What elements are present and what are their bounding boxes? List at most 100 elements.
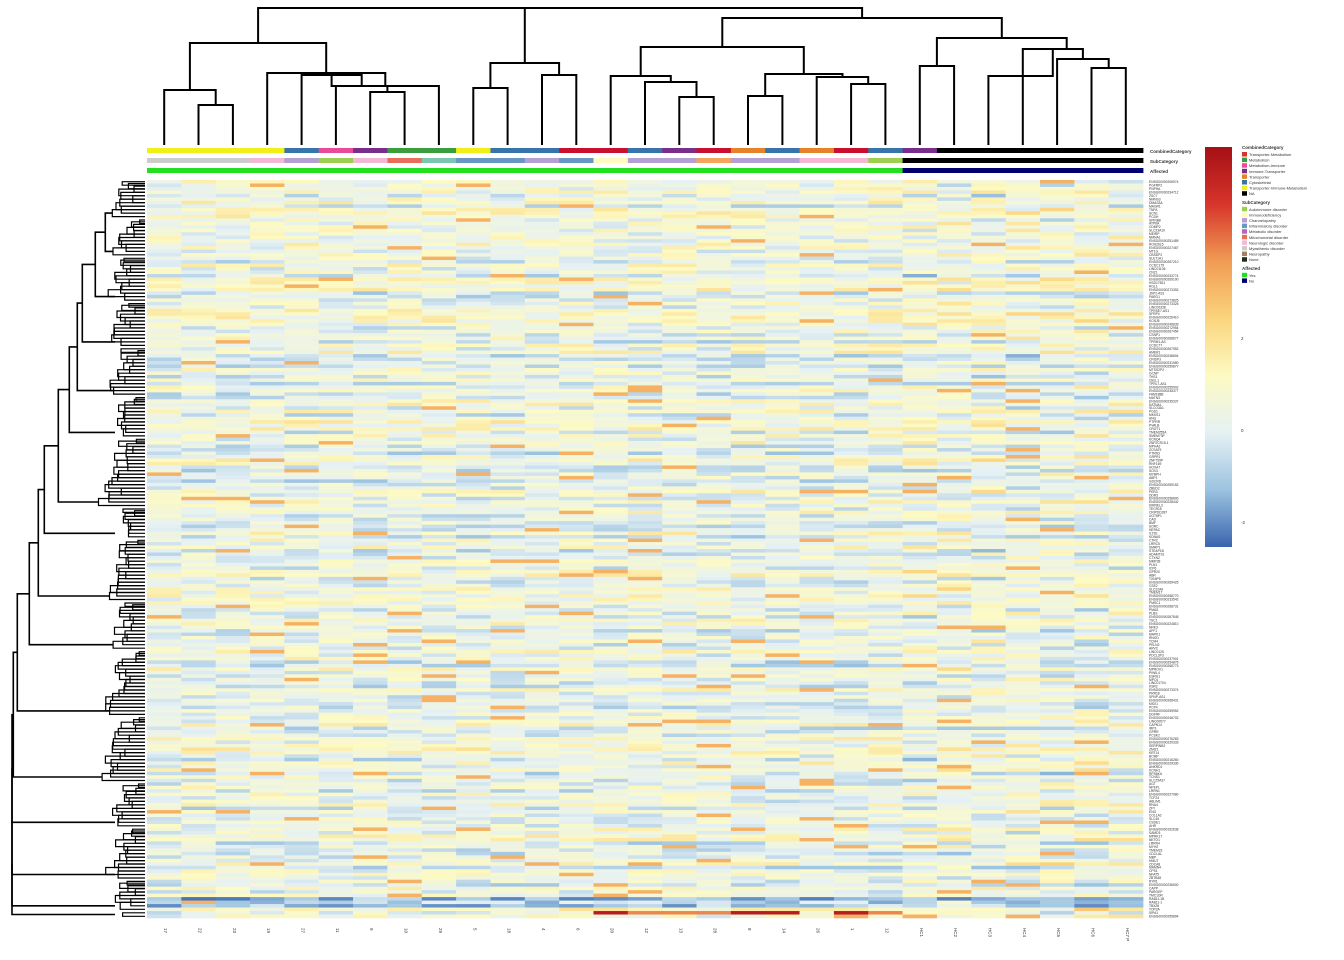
heatmap-cell: [284, 542, 320, 546]
heatmap-cell: [353, 225, 388, 230]
heatmap-cell: [833, 322, 869, 327]
heatmap-cell: [421, 260, 457, 264]
heatmap-cell: [318, 350, 354, 355]
heatmap-cell: [696, 357, 732, 362]
heatmap-cell: [215, 545, 251, 550]
heatmap-cell: [284, 284, 320, 289]
heatmap-cell: [284, 371, 320, 376]
heatmap-cell: [627, 207, 663, 212]
heatmap-cell: [1074, 507, 1110, 512]
heatmap-cell: [833, 493, 869, 498]
heatmap-cell: [833, 653, 869, 658]
heatmap-cell: [456, 420, 491, 424]
heatmap-cell: [936, 472, 972, 477]
heatmap-cell: [387, 587, 423, 592]
heatmap-cell: [490, 486, 526, 491]
heatmap-cell: [971, 465, 1007, 470]
heatmap-cell: [868, 183, 903, 188]
heatmap-cell: [627, 465, 663, 470]
heatmap-cell: [387, 381, 423, 386]
heatmap-cell: [971, 315, 1007, 320]
heatmap-cell: [559, 507, 594, 512]
heatmap-cell: [353, 361, 388, 365]
heatmap-cell: [662, 639, 697, 644]
heatmap-cell: [799, 357, 835, 362]
heatmap-cell: [868, 409, 903, 414]
heatmap-cell: [799, 461, 835, 466]
heatmap-cell: [147, 569, 182, 574]
heatmap-cell: [215, 709, 251, 713]
annotation-cell: [765, 158, 800, 163]
heatmap-cell: [284, 496, 320, 501]
heatmap-cell: [284, 611, 320, 616]
heatmap-cell: [765, 632, 800, 637]
heatmap-cell: [696, 388, 732, 393]
heatmap-cell: [353, 336, 388, 341]
heatmap-cell: [1039, 385, 1075, 390]
heatmap-cell: [696, 489, 732, 494]
heatmap-cell: [250, 378, 285, 383]
heatmap-cell: [250, 517, 285, 522]
heatmap-cell: [559, 604, 594, 609]
dendrogram-branch: [107, 289, 145, 298]
heatmap-cell: [1005, 402, 1041, 407]
heatmap-cell: [353, 305, 388, 310]
heatmap-cell: [421, 434, 457, 438]
heatmap-cell: [215, 260, 251, 264]
heatmap-cell: [181, 361, 217, 365]
heatmap-cell: [902, 646, 938, 651]
heatmap-cell: [902, 618, 938, 623]
heatmap-cell: [421, 298, 457, 303]
heatmap-cell: [936, 420, 972, 424]
heatmap-cell: [181, 221, 217, 226]
heatmap-cell: [524, 475, 560, 480]
heatmap-cell: [421, 594, 457, 599]
heatmap-cell: [456, 280, 491, 285]
heatmap-cell: [490, 653, 526, 658]
heatmap-cell: [147, 538, 182, 543]
heatmap-cell: [524, 294, 560, 299]
heatmap-cell: [318, 291, 354, 296]
heatmap-cell: [902, 280, 938, 285]
heatmap-cell: [215, 190, 251, 195]
heatmap-cell: [559, 500, 594, 505]
heatmap-cell: [799, 263, 835, 268]
heatmap-cell: [833, 587, 869, 592]
heatmap-cell: [1039, 364, 1075, 369]
heatmap-cell: [318, 636, 354, 640]
heatmap-cell: [868, 267, 903, 271]
heatmap-cell: [627, 253, 663, 257]
heatmap-cell: [181, 333, 217, 337]
heatmap-cell: [662, 444, 697, 449]
heatmap-cell: [215, 232, 251, 236]
heatmap-cell: [490, 632, 526, 637]
heatmap-cell: [971, 434, 1007, 438]
heatmap-cell: [593, 298, 629, 303]
dendrogram-branch: [117, 870, 145, 879]
heatmap-cell: [1039, 562, 1075, 567]
heatmap-cell: [868, 528, 903, 532]
heatmap-cell: [696, 496, 732, 501]
heatmap-cell: [456, 186, 491, 191]
heatmap-cell: [730, 521, 766, 525]
heatmap-cell: [1074, 667, 1110, 672]
heatmap-cell: [833, 312, 869, 317]
heatmap-cell: [936, 361, 972, 365]
heatmap-cell: [318, 364, 354, 369]
heatmap-cell: [765, 402, 800, 407]
heatmap-cell: [593, 649, 629, 654]
heatmap-cell: [799, 378, 835, 383]
annotation-cell: [1108, 158, 1144, 163]
heatmap-cell: [524, 455, 560, 459]
heatmap-cell: [936, 702, 972, 706]
heatmap-cell: [936, 350, 972, 355]
heatmap-cell: [971, 200, 1007, 205]
heatmap-cell: [833, 218, 869, 223]
heatmap-cell: [1039, 475, 1075, 480]
heatmap-cell: [490, 242, 526, 247]
heatmap-cell: [662, 625, 697, 630]
heatmap-cell: [524, 486, 560, 491]
heatmap-cell: [627, 413, 663, 418]
heatmap-cell: [696, 611, 732, 616]
heatmap-cell: [593, 336, 629, 341]
